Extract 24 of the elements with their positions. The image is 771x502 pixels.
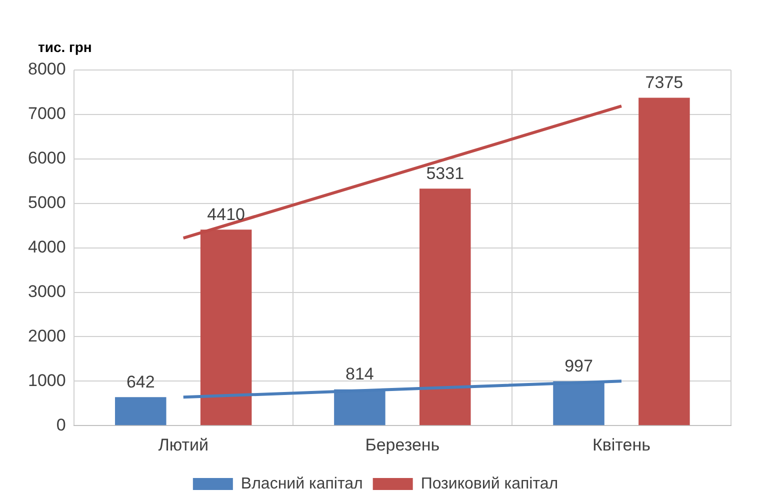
y-tick-label: 6000 xyxy=(28,148,66,168)
y-tick-label: 1000 xyxy=(28,370,66,390)
data-label: 814 xyxy=(346,364,374,384)
data-label: 642 xyxy=(126,372,155,392)
y-tick-label: 8000 xyxy=(28,60,66,79)
y-tick-label: 4000 xyxy=(28,237,66,256)
y-tick-label: 3000 xyxy=(28,282,66,301)
bar xyxy=(419,188,471,426)
x-tick-label: Лютий xyxy=(158,435,209,454)
legend-label: Власний капітал xyxy=(240,475,363,492)
data-label: 997 xyxy=(564,356,593,376)
y-tick-label: 2000 xyxy=(28,326,66,346)
y-axis-title: тис. грн xyxy=(38,39,92,55)
x-tick-label: Березень xyxy=(365,435,440,454)
data-label: 7375 xyxy=(645,72,684,92)
bar xyxy=(638,98,690,426)
y-tick-label: 7000 xyxy=(28,104,66,124)
y-tick-label: 0 xyxy=(56,415,66,434)
y-tick-label: 5000 xyxy=(28,193,66,212)
data-label: 4410 xyxy=(207,204,245,224)
bar xyxy=(115,397,166,426)
x-tick-label: Квітень xyxy=(592,435,651,454)
data-label: 5331 xyxy=(426,164,464,183)
legend-label: Позиковий капітал xyxy=(420,475,558,492)
